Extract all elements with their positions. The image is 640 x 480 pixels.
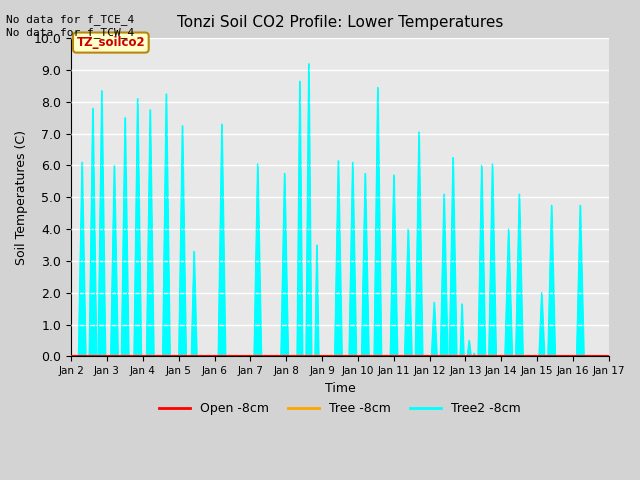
Legend: Open -8cm, Tree -8cm, Tree2 -8cm: Open -8cm, Tree -8cm, Tree2 -8cm bbox=[154, 397, 526, 420]
Y-axis label: Soil Temperatures (C): Soil Temperatures (C) bbox=[15, 130, 28, 265]
Text: TZ_soilco2: TZ_soilco2 bbox=[77, 36, 145, 49]
Text: No data for f_TCE_4
No data for f_TCW_4: No data for f_TCE_4 No data for f_TCW_4 bbox=[6, 14, 134, 38]
Title: Tonzi Soil CO2 Profile: Lower Temperatures: Tonzi Soil CO2 Profile: Lower Temperatur… bbox=[177, 15, 503, 30]
X-axis label: Time: Time bbox=[324, 382, 355, 395]
